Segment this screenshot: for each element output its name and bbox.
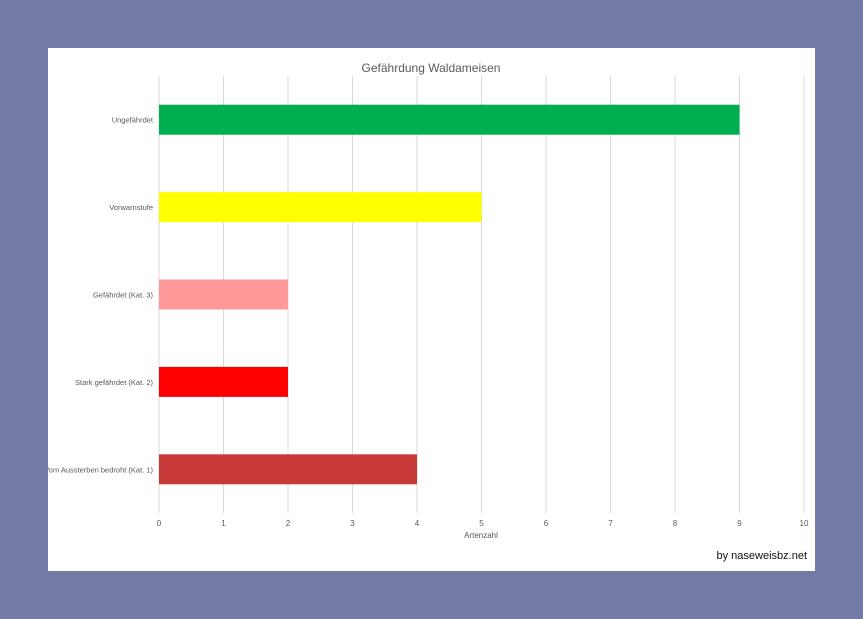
category-labels: Ungefährdet Vorwarnstufe Gefährdet (Kat. 3… [48, 116, 154, 475]
category-label-5: Vom Aussterben bedroht (Kat. 1) [48, 465, 154, 474]
credit-text: by naseweisbz.net [716, 550, 808, 562]
chart-title: Gefährdung Waldameisen [362, 61, 501, 75]
x-tick-label-2: 2 [286, 519, 291, 528]
bar-2 [159, 192, 482, 223]
category-label-2: Vorwarnstufe [109, 203, 153, 212]
x-tick-label-10: 10 [800, 519, 809, 528]
x-tick-label-5: 5 [479, 519, 484, 528]
x-tick-label-6: 6 [544, 519, 549, 528]
bar-4 [159, 366, 288, 397]
bar-1 [159, 104, 740, 135]
bars [159, 104, 740, 485]
bar-3 [159, 279, 288, 310]
chart-card: Gefährdung Waldameisen Ungefährdet Vorwar… [48, 48, 815, 571]
x-tick-label-8: 8 [673, 519, 678, 528]
x-tick-label-4: 4 [415, 519, 420, 528]
x-tick-label-9: 9 [737, 519, 742, 528]
category-label-3: Gefährdet (Kat. 3) [93, 291, 154, 300]
gridlines [158, 76, 805, 513]
x-tick-label-3: 3 [350, 519, 355, 528]
bar-5 [159, 454, 417, 485]
category-label-1: Ungefährdet [112, 116, 154, 125]
x-axis-label: Artenzahl [464, 531, 498, 540]
x-tick-labels: 0 1 2 3 4 5 6 7 8 9 10 [157, 519, 809, 528]
category-label-4: Stark gefährdet (Kat. 2) [75, 378, 153, 387]
bar-chart: Gefährdung Waldameisen Ungefährdet Vorwar… [48, 61, 809, 540]
x-tick-label-1: 1 [221, 519, 226, 528]
x-tick-label-0: 0 [157, 519, 162, 528]
x-tick-label-7: 7 [608, 519, 613, 528]
